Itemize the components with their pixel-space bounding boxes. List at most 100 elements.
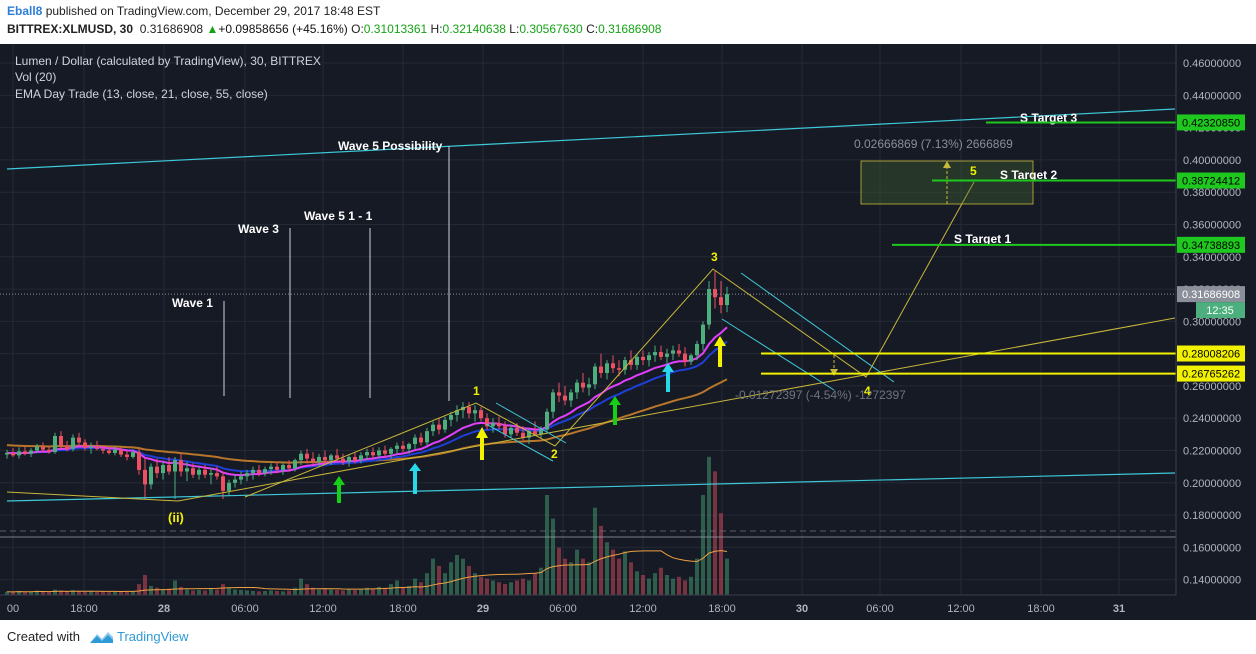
price-label-text: 0.31686908 <box>1182 289 1240 301</box>
candle-body <box>659 352 663 357</box>
candle-body <box>95 446 99 449</box>
time-axis[interactable] <box>0 595 1256 620</box>
price-label-text: 0.34738893 <box>1182 240 1240 252</box>
candle-body <box>617 368 621 370</box>
price-chart[interactable]: Wave 1 Wave 3 Wave 5 1 - 1 Wave 5 Possib… <box>0 44 1256 620</box>
volume-bar <box>107 592 111 595</box>
candle-body <box>29 450 33 454</box>
candle-body <box>5 452 9 455</box>
candle-body <box>593 366 597 385</box>
candle-body <box>191 468 195 475</box>
candle-body <box>479 410 483 419</box>
close-value: 0.31686908 <box>598 22 662 36</box>
volume-bar <box>389 584 393 595</box>
candle-body <box>47 449 51 453</box>
volume-bar <box>293 587 297 595</box>
candle-body <box>257 469 261 474</box>
volume-bar <box>449 562 453 595</box>
candle-body <box>647 355 651 361</box>
candle-body <box>41 446 45 450</box>
upper-trendline <box>6 108 1176 170</box>
volume-bar <box>653 573 657 595</box>
candle-body <box>17 451 21 456</box>
candle-body <box>641 356 645 361</box>
volume-bar <box>593 507 597 595</box>
candle-body <box>611 363 615 369</box>
chart-panel[interactable]: Wave 1 Wave 3 Wave 5 1 - 1 Wave 5 Possib… <box>0 44 1256 620</box>
volume-bar <box>137 584 141 595</box>
volume-bar <box>53 589 57 595</box>
cyan-arrow-icon <box>662 363 674 392</box>
candle-body <box>179 460 183 472</box>
candle-body <box>245 473 249 477</box>
volume-bar <box>101 591 105 595</box>
price-tick-label: 0.40000000 <box>1183 155 1241 167</box>
yellow-arrow-icon <box>714 336 726 367</box>
volume-bar <box>683 580 687 595</box>
volume-bar <box>623 551 627 595</box>
volume-bar <box>155 587 159 595</box>
time-tick-label: 18:00 <box>70 603 98 615</box>
volume-bar <box>89 591 93 595</box>
volume-bar <box>407 585 411 595</box>
volume-bar <box>227 587 231 595</box>
price-tick-label: 0.38000000 <box>1183 187 1241 199</box>
measure-down-label: -0.01272397 (-4.54%) -1272397 <box>735 388 906 402</box>
volume-bar <box>191 590 195 595</box>
candle-body <box>359 455 363 461</box>
candle-body <box>467 406 471 414</box>
volume-bar <box>149 585 153 595</box>
candle-body <box>299 453 303 461</box>
volume-bar <box>143 575 147 595</box>
candle-body <box>275 466 279 470</box>
tradingview-link[interactable]: TradingView <box>117 629 189 644</box>
volume-bar <box>521 578 525 595</box>
legend-ema: EMA Day Trade (13, close, 21, close, 55,… <box>15 87 268 101</box>
drawings <box>6 108 1176 503</box>
volume-bar <box>17 591 21 595</box>
volume-bar <box>215 589 219 595</box>
candle-body <box>287 465 291 469</box>
volume-bar <box>509 582 513 595</box>
channel-segment-b1 <box>740 272 895 383</box>
candle-body <box>599 366 603 374</box>
candle-body <box>413 437 417 445</box>
time-tick-label: 18:00 <box>1027 603 1055 615</box>
author-link[interactable]: Eball8 <box>7 4 43 18</box>
volume-bar <box>23 592 27 595</box>
candle-body <box>185 468 189 472</box>
volume-bar <box>353 589 357 595</box>
price-tick-label: 0.26000000 <box>1183 381 1241 393</box>
candle-body <box>149 466 153 485</box>
candle-body <box>71 437 75 449</box>
candle-body <box>305 453 309 459</box>
time-tick-label: 12:00 <box>629 603 657 615</box>
publication-line: Eball8 published on TradingView.com, Dec… <box>7 4 380 18</box>
candle-body <box>635 356 639 365</box>
candle-body <box>113 449 117 453</box>
yellow-arrow-icon <box>476 427 488 460</box>
candle-body <box>485 418 489 427</box>
volume-bar <box>11 592 15 595</box>
time-tick-label: 06:00 <box>866 603 894 615</box>
candle-body <box>725 294 729 306</box>
up-arrow-icon: ▲ <box>206 22 219 36</box>
symbol-label: BITTREX:XLMUSD, 30 <box>7 22 134 36</box>
channel-segment-a2 <box>485 423 554 462</box>
candle-body <box>683 353 687 362</box>
time-tick-label: 30 <box>796 603 808 615</box>
candle-body <box>395 445 399 449</box>
volume-bar <box>503 584 507 595</box>
tradingview-logo-icon[interactable] <box>88 628 114 646</box>
countdown-text: 12:35 <box>1206 305 1234 317</box>
volume-bar <box>83 591 87 595</box>
volume-bar <box>431 558 435 595</box>
time-tick-label: 06:00 <box>231 603 259 615</box>
candle-body <box>119 449 123 455</box>
wave3-label: Wave 3 <box>238 222 279 236</box>
candle-body <box>455 410 459 415</box>
price-axis[interactable] <box>1176 44 1256 620</box>
candle-body <box>239 476 243 480</box>
candle-body <box>227 482 231 491</box>
volume-bar <box>701 495 705 595</box>
